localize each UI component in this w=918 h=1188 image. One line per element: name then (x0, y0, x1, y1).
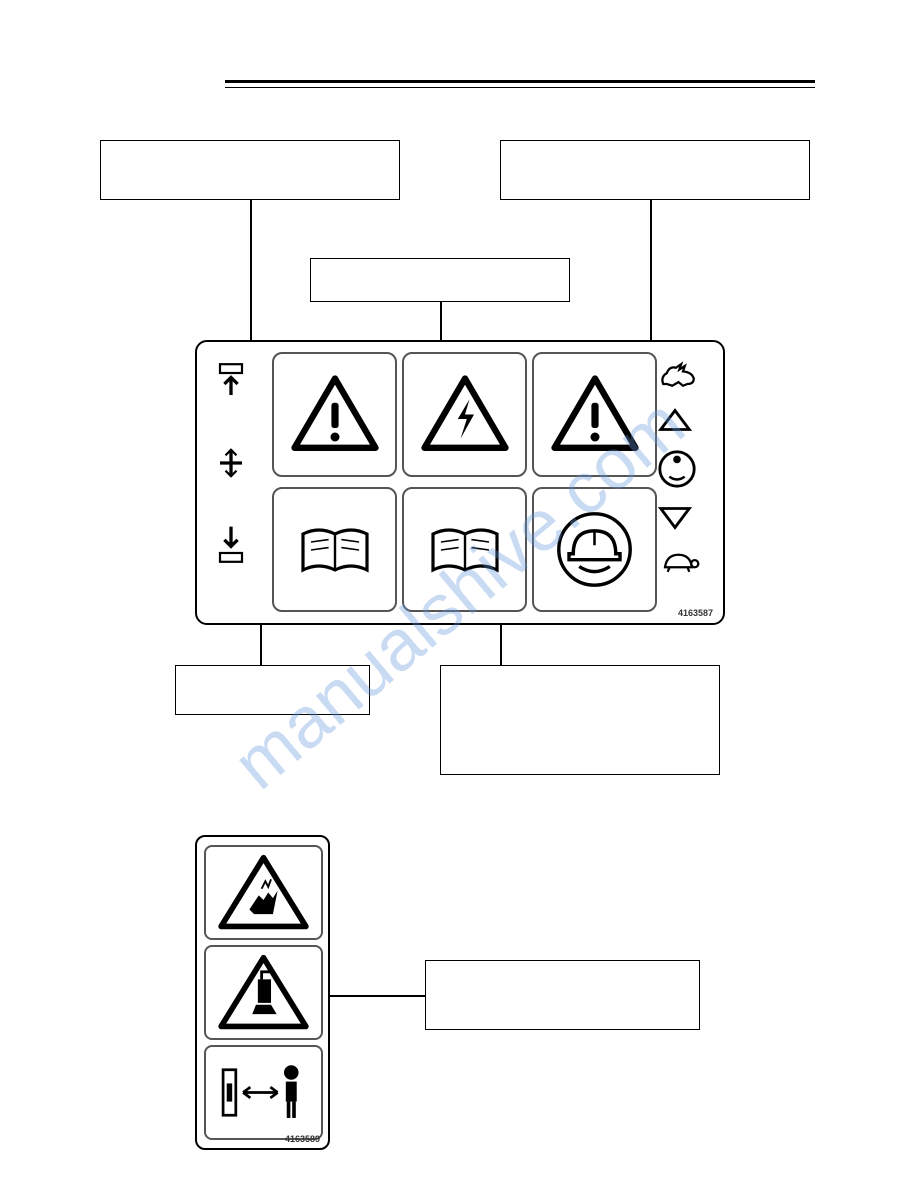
arrow-neutral-icon (209, 441, 253, 485)
arrow-up-icon (656, 405, 694, 435)
read-manual-icon (425, 520, 505, 580)
speed-icons-column (656, 357, 711, 581)
rabbit-icon (656, 357, 701, 392)
arrow-down-icon (656, 503, 694, 533)
foot-crush-hazard-icon (216, 953, 311, 1033)
callout-top-left (100, 140, 400, 200)
cell-warning-electric (402, 352, 527, 477)
cell-hardhat (532, 487, 657, 612)
main-decal-panel: 4163587 (195, 340, 725, 625)
hardhat-icon (552, 507, 637, 592)
leader-line (650, 200, 652, 360)
keep-distance-icon (214, 1055, 314, 1130)
dial-icon (656, 448, 698, 490)
lower-decal-panel: 4163589 (195, 835, 330, 1150)
part-number-lower: 4163589 (285, 1134, 320, 1144)
callout-bottom-right (440, 665, 720, 775)
callout-lower (425, 960, 700, 1030)
cell-foot-crush (204, 945, 323, 1040)
cell-hand-cut (204, 845, 323, 940)
callout-middle (310, 258, 570, 302)
arrow-in-up-icon (209, 362, 253, 406)
cell-read-manual-2 (402, 487, 527, 612)
hand-cut-hazard-icon (216, 853, 311, 933)
boom-arrows-column (209, 362, 264, 569)
warning-triangle-exclaim-icon (550, 372, 640, 457)
callout-bottom-left (175, 665, 370, 715)
cell-warning-exclaim-2 (532, 352, 657, 477)
arrow-in-down-icon (209, 520, 253, 564)
cell-read-manual-1 (272, 487, 397, 612)
warning-triangle-electric-icon (420, 372, 510, 457)
part-number-main: 4163587 (678, 608, 713, 618)
warning-triangle-exclaim-icon (290, 372, 380, 457)
turtle-icon (656, 546, 701, 576)
header-rule (225, 80, 815, 88)
cell-warning-exclaim-1 (272, 352, 397, 477)
cell-keep-distance (204, 1045, 323, 1140)
leader-line (330, 995, 425, 997)
read-manual-icon (295, 520, 375, 580)
callout-top-right (500, 140, 810, 200)
